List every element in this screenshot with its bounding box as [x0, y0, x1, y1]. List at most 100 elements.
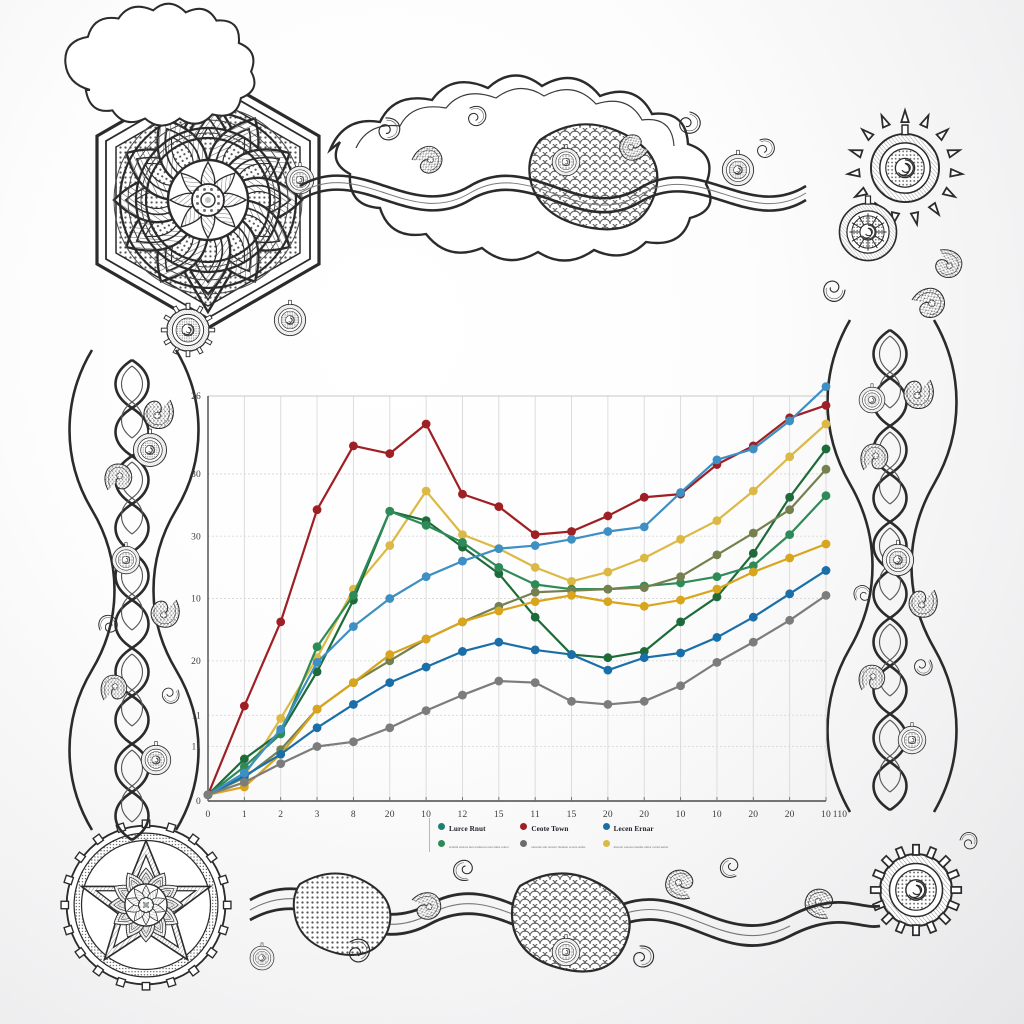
series-marker[interactable]	[639, 553, 649, 563]
series-marker[interactable]	[530, 541, 540, 550]
series-marker[interactable]	[530, 612, 540, 622]
series-marker[interactable]	[494, 676, 504, 686]
series-marker[interactable]	[676, 595, 685, 605]
series-marker[interactable]	[712, 572, 722, 582]
series-marker[interactable]	[603, 597, 613, 607]
series-marker[interactable]	[567, 650, 576, 659]
series-marker[interactable]	[349, 678, 358, 688]
series-marker[interactable]	[349, 737, 358, 747]
series-marker[interactable]	[312, 657, 322, 667]
series-marker[interactable]	[567, 534, 576, 544]
chart-series[interactable]	[203, 382, 831, 800]
chart-series[interactable]	[203, 464, 831, 800]
legend-item[interactable]: Ceote Town	[520, 818, 596, 836]
series-marker[interactable]	[712, 592, 722, 602]
series-marker[interactable]	[276, 724, 286, 734]
series-marker[interactable]	[203, 790, 213, 800]
series-marker[interactable]	[821, 419, 831, 429]
series-marker[interactable]	[603, 584, 613, 594]
series-marker[interactable]	[421, 419, 431, 429]
series-marker[interactable]	[603, 653, 613, 663]
series-marker[interactable]	[603, 665, 613, 675]
series-marker[interactable]	[421, 486, 431, 496]
chart-series[interactable]	[203, 539, 831, 800]
series-marker[interactable]	[748, 637, 758, 647]
series-marker[interactable]	[276, 617, 286, 627]
series-marker[interactable]	[785, 505, 795, 515]
series-marker[interactable]	[458, 538, 467, 547]
series-marker[interactable]	[312, 505, 322, 515]
legend-item[interactable]: Lurce Rnut	[438, 818, 514, 836]
series-marker[interactable]	[785, 416, 795, 426]
series-marker[interactable]	[385, 541, 395, 550]
series-marker[interactable]	[239, 754, 249, 764]
series-marker[interactable]	[676, 488, 685, 497]
series-marker[interactable]	[712, 584, 722, 594]
series-marker[interactable]	[458, 617, 467, 627]
series-marker[interactable]	[603, 567, 613, 577]
series-marker[interactable]	[349, 700, 358, 709]
series-marker[interactable]	[748, 444, 758, 454]
series-marker[interactable]	[603, 700, 613, 709]
legend-item[interactable]: teneome antr eleronc mentuer ecorne atem…	[520, 835, 596, 853]
series-marker[interactable]	[458, 690, 467, 700]
series-marker[interactable]	[276, 749, 286, 759]
series-marker[interactable]	[785, 553, 795, 563]
series-marker[interactable]	[421, 572, 431, 582]
series-marker[interactable]	[639, 653, 649, 663]
series-marker[interactable]	[712, 550, 722, 560]
series-marker[interactable]	[385, 678, 395, 688]
series-marker[interactable]	[676, 681, 685, 691]
series-marker[interactable]	[712, 633, 722, 642]
series-marker[interactable]	[821, 382, 831, 392]
series-marker[interactable]	[821, 566, 831, 575]
series-marker[interactable]	[385, 594, 395, 603]
legend-item[interactable]: mereter cenoare reunme etmor ceratn uent…	[602, 835, 679, 853]
series-marker[interactable]	[494, 544, 504, 554]
series-marker[interactable]	[385, 506, 395, 516]
chart-legend[interactable]: Lurce Rnut Ceote Town Lecen Ernar ucnmnt en…	[429, 818, 679, 852]
chart-series[interactable]	[203, 566, 831, 800]
series-marker[interactable]	[748, 486, 758, 496]
series-marker[interactable]	[603, 511, 613, 521]
series-marker[interactable]	[567, 696, 576, 706]
series-marker[interactable]	[385, 723, 395, 733]
series-marker[interactable]	[676, 617, 685, 627]
series-marker[interactable]	[349, 622, 358, 631]
series-marker[interactable]	[603, 527, 613, 536]
legend-item[interactable]: ucnmnt enatore mes terimeorn enot enme c…	[438, 835, 514, 853]
series-marker[interactable]	[748, 567, 758, 577]
series-marker[interactable]	[785, 452, 795, 462]
series-marker[interactable]	[821, 539, 831, 549]
series-marker[interactable]	[748, 528, 758, 538]
series-marker[interactable]	[494, 637, 504, 647]
chart-series[interactable]	[203, 590, 831, 800]
series-marker[interactable]	[785, 615, 795, 625]
series-marker[interactable]	[312, 642, 322, 652]
series-marker[interactable]	[712, 657, 722, 667]
series-marker[interactable]	[530, 580, 540, 589]
series-marker[interactable]	[567, 527, 576, 536]
series-marker[interactable]	[676, 648, 685, 658]
series-marker[interactable]	[748, 612, 758, 622]
series-marker[interactable]	[639, 492, 649, 502]
series-marker[interactable]	[567, 590, 576, 600]
series-marker[interactable]	[421, 662, 431, 672]
series-marker[interactable]	[712, 516, 722, 526]
series-marker[interactable]	[712, 455, 722, 465]
series-marker[interactable]	[821, 464, 831, 474]
series-marker[interactable]	[530, 587, 540, 597]
series-marker[interactable]	[494, 606, 504, 616]
legend-item[interactable]: Lecen Ernar	[602, 818, 679, 836]
series-marker[interactable]	[821, 491, 831, 501]
series-marker[interactable]	[785, 589, 795, 599]
series-marker[interactable]	[530, 562, 540, 572]
series-marker[interactable]	[349, 590, 358, 600]
series-marker[interactable]	[239, 777, 249, 787]
series-marker[interactable]	[494, 562, 504, 572]
series-marker[interactable]	[385, 650, 395, 659]
series-marker[interactable]	[385, 449, 395, 459]
series-marker[interactable]	[530, 645, 540, 655]
series-marker[interactable]	[821, 400, 831, 410]
series-marker[interactable]	[821, 590, 831, 600]
